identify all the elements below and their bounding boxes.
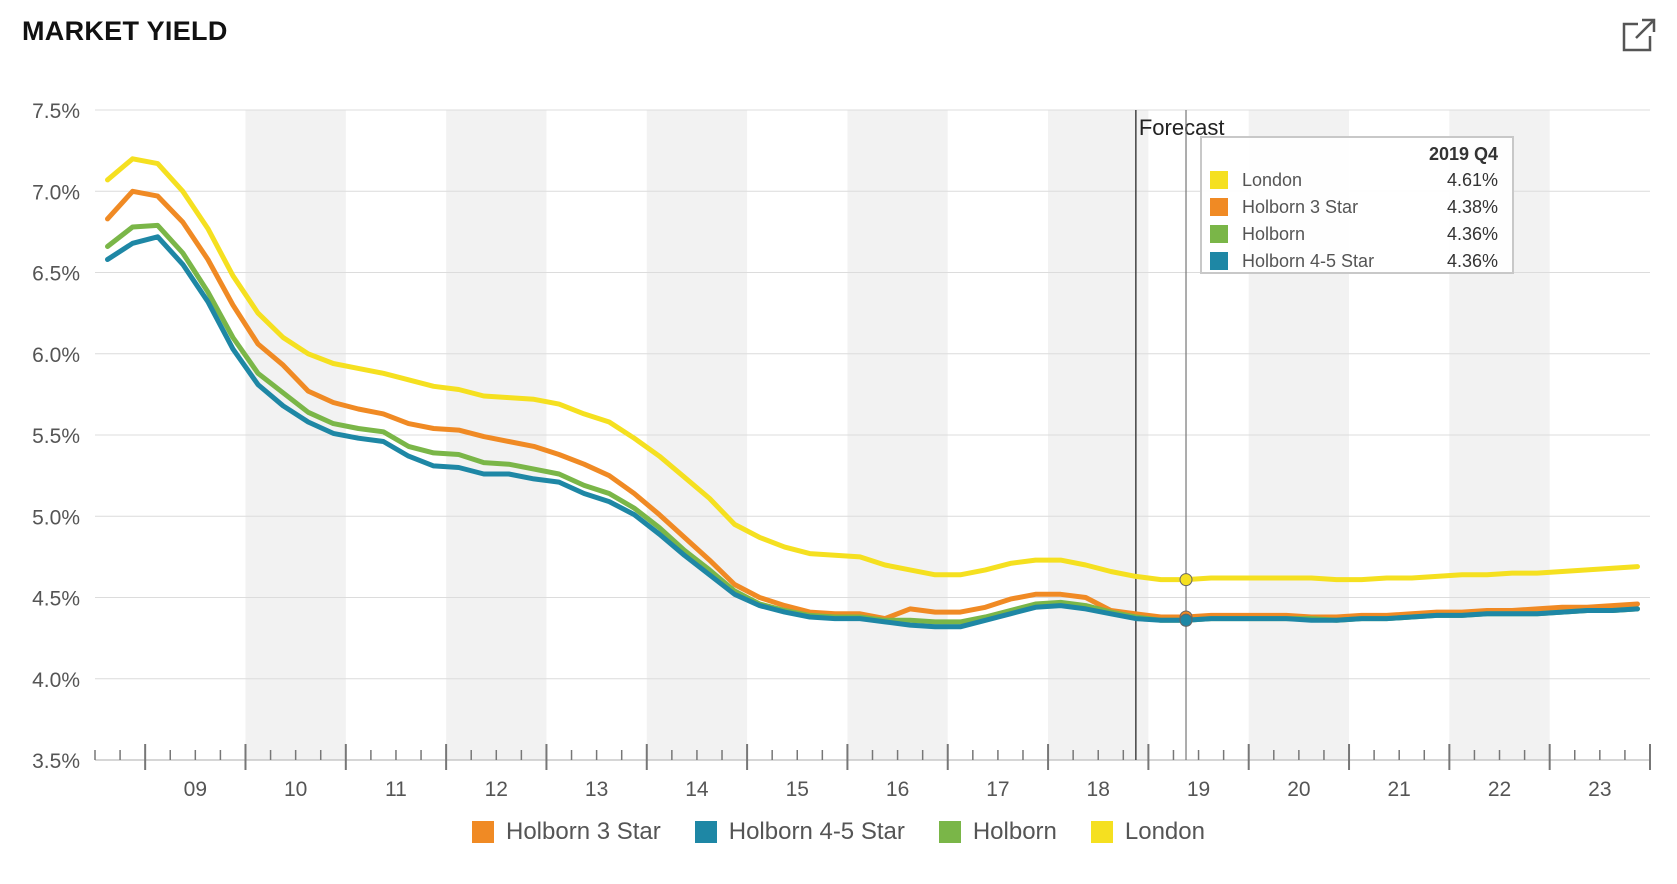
legend-label: Holborn 4-5 Star [728,818,905,845]
legend-label: Holborn 3 Star [506,818,661,845]
tooltip-row-holborn: Holborn 4.36% [1210,222,1498,246]
legend-item-holborn-4-5-star[interactable]: Holborn 4-5 Star [694,818,905,846]
y-tick-label: 7.0% [32,181,80,204]
y-tick-label: 7.5% [32,100,80,123]
x-tick-label: 16 [886,778,909,801]
tooltip-series-name: Holborn [1242,223,1306,244]
tooltip-row-holborn-3-star: Holborn 3 Star 4.38% [1210,195,1498,219]
tooltip-row-london: London 4.61% [1210,168,1498,192]
tooltip-series-name: Holborn 4-5 Star [1242,250,1375,271]
legend-swatch [1090,821,1113,843]
legend-swatch [938,821,961,843]
hover-marker [1179,613,1193,627]
x-tick-label: 15 [786,778,809,801]
tooltip-series-name: Holborn 3 Star [1242,196,1359,217]
legend-label: London [1124,818,1205,845]
legend-item-london[interactable]: London [1090,818,1205,846]
series-line [105,156,1640,583]
page-title: MARKET YIELD [22,16,228,46]
legend-swatch [472,821,494,843]
x-tick-label: 22 [1488,778,1511,801]
hover-marker [1179,573,1193,587]
tooltip-swatch [1210,171,1228,189]
tooltip-series-name: London [1242,169,1303,190]
x-tick-label: 11 [385,778,407,801]
y-tick-label: 5.5% [32,425,80,448]
y-tick-label: 4.0% [32,669,80,692]
y-tick-label: 6.0% [32,344,80,367]
tooltip-swatch [1210,225,1228,243]
legend-item-holborn[interactable]: Holborn [938,818,1057,846]
legend-item-holborn-3-star[interactable]: Holborn 3 Star [472,818,661,846]
legend-swatch [694,821,717,843]
chart-legend: Holborn 3 Star Holborn 4-5 Star Holborn … [0,818,1677,846]
series-line [105,234,1640,630]
y-tick-label: 3.5% [32,750,80,773]
data-tooltip: 2019 Q4 London 4.61% Holborn 3 Star 4.38… [1200,136,1514,274]
tooltip-swatch [1210,252,1228,270]
x-tick-label: 10 [284,778,307,801]
x-tick-label: 21 [1388,778,1411,801]
x-tick-label: 09 [184,778,207,801]
x-tick-label: 20 [1287,778,1310,801]
external-link-icon[interactable] [1620,16,1658,54]
y-tick-label: 4.5% [32,588,80,611]
x-tick-label: 18 [1087,778,1110,801]
tooltip-series-value: 4.38% [1446,196,1498,217]
x-tick-label: 19 [1187,778,1210,801]
tooltip-swatch [1210,198,1228,216]
tooltip-series-value: 4.36% [1446,223,1498,244]
y-tick-label: 6.5% [32,263,80,286]
x-tick-label: 13 [585,778,608,801]
tooltip-row-holborn-4-5-star: Holborn 4-5 Star 4.36% [1210,249,1498,273]
tooltip-series-value: 4.61% [1446,169,1498,190]
legend-label: Holborn [972,818,1057,845]
tooltip-series-value: 4.36% [1446,250,1498,271]
forecast-label: Forecast [1139,115,1225,140]
x-tick-label: 14 [685,778,709,801]
x-tick-label: 23 [1588,778,1611,801]
x-tick-label: 17 [986,778,1009,801]
y-tick-label: 5.0% [32,506,80,529]
tooltip-period: 2019 Q4 [1428,144,1498,164]
x-tick-label: 12 [485,778,508,801]
